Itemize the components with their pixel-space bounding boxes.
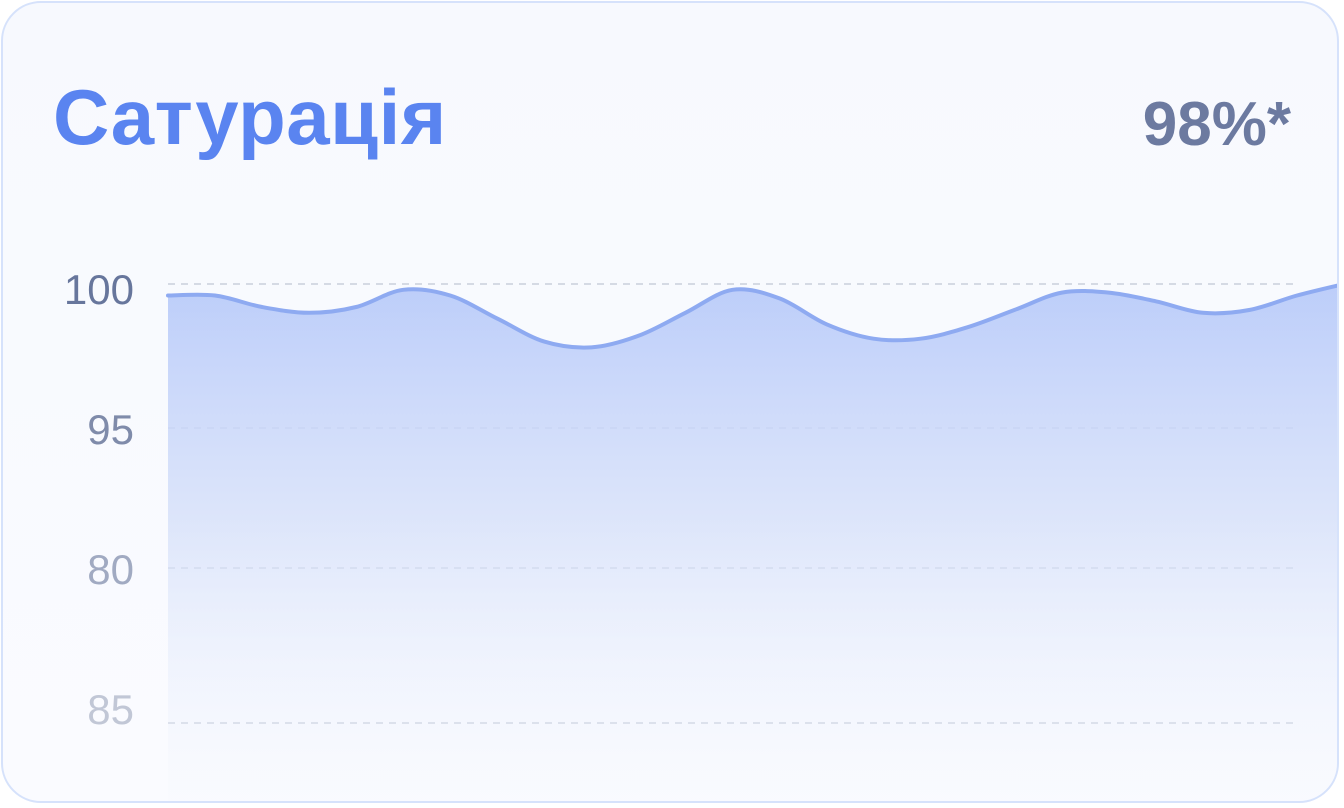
y-tick-label: 100	[64, 266, 134, 313]
area-fill	[168, 284, 1337, 801]
y-tick-label: 85	[87, 686, 134, 733]
current-value: 98%*	[1142, 90, 1291, 159]
area-series	[166, 282, 1337, 801]
y-tick-label: 80	[87, 546, 134, 593]
y-axis-labels: 100 95 80 85	[64, 266, 134, 733]
series-line	[166, 282, 1337, 350]
y-tick-label: 95	[87, 406, 134, 453]
card-title: Сатурація	[53, 73, 447, 161]
